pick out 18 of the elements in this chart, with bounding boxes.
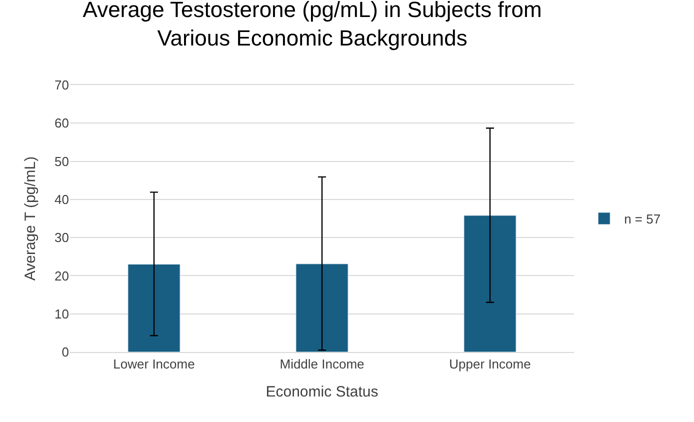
y-axis-title: Average T (pg/mL) xyxy=(22,156,39,281)
y-tick-label: 10 xyxy=(54,306,69,322)
y-tick-label: 0 xyxy=(62,344,69,360)
x-tick-label: Upper Income xyxy=(449,356,531,372)
bar xyxy=(464,215,516,352)
y-tick-label: 70 xyxy=(54,78,69,93)
y-tick-label: 30 xyxy=(54,230,69,246)
y-tick-label: 20 xyxy=(54,268,69,284)
x-tick-label: Middle Income xyxy=(280,356,364,372)
y-tick-label: 50 xyxy=(54,154,69,169)
x-axis-title: Economic Status xyxy=(266,384,378,401)
bar xyxy=(128,264,180,352)
legend-label: n = 57 xyxy=(624,212,661,227)
chart-title: Average Testosterone (pg/mL) in Subjects from Various Economic Backgrounds xyxy=(82,0,542,50)
y-tick-label: 40 xyxy=(54,192,69,207)
x-tick-label: Lower Income xyxy=(113,356,195,372)
y-tick-label: 60 xyxy=(54,116,69,131)
bar xyxy=(296,264,348,352)
